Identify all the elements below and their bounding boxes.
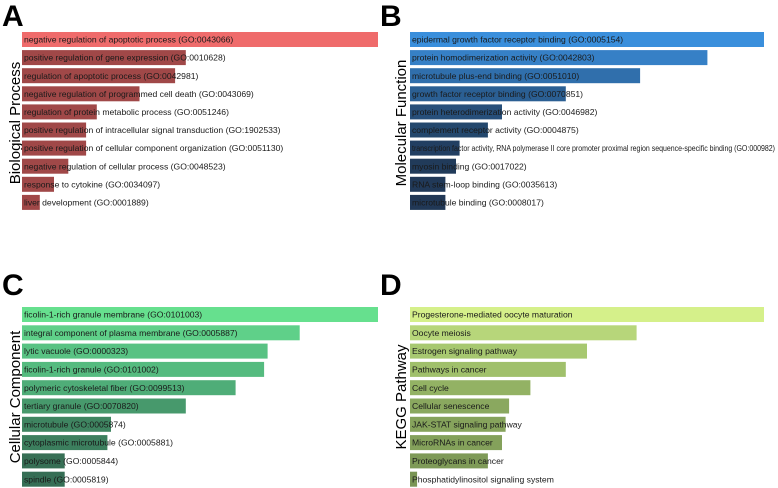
bar-kegg-2: [410, 325, 637, 341]
bar-kegg-10: [410, 471, 418, 487]
bar-label-bp-3: regulation of apoptotic process (GO:0042…: [24, 71, 199, 81]
bar-label-kegg-5: Cell cycle: [412, 383, 449, 393]
bar-label-bp-4: negative regulation of programmed cell d…: [24, 89, 254, 99]
bar-kegg-6: [410, 398, 510, 414]
bar-cc-8: [22, 435, 108, 451]
bar-mf-8: [410, 158, 456, 174]
panel-letter-a: A: [2, 0, 24, 33]
bar-label-cc-7: microtubule (GO:0005874): [24, 419, 126, 429]
bar-kegg-7: [410, 416, 506, 432]
panel-cellular-component: C Cellular Component ficolin-1-rich gran…: [2, 269, 378, 487]
bar-label-bp-1: negative regulation of apoptotic process…: [24, 35, 233, 45]
bar-label-mf-3: microtubule plus-end binding (GO:0051010…: [412, 71, 579, 81]
bar-bp-3: [22, 68, 176, 84]
bar-bp-8: [22, 158, 69, 174]
bar-bp-9: [22, 176, 54, 192]
bars-kegg-pathway: Progesterone-mediated oocyte maturation O…: [410, 307, 764, 487]
panel-kegg-pathway: D KEGG Pathway Progesterone-mediated ooc…: [380, 269, 764, 487]
bars-molecular-function: epidermal growth factor receptor binding…: [410, 32, 775, 210]
ylabel-cellular-component: Cellular Component: [7, 330, 24, 463]
panel-molecular-function: B Molecular Function epidermal growth fa…: [380, 0, 775, 210]
bars-biological-process: negative regulation of apoptotic process…: [22, 32, 378, 210]
bar-kegg-5: [410, 380, 531, 396]
bar-label-mf-6: complement receptor activity (GO:0004875…: [412, 125, 579, 135]
bar-cc-6: [22, 398, 186, 414]
bar-label-bp-10: liver development (GO:0001889): [24, 198, 149, 208]
bar-label-bp-6: positive regulation of intracellular sig…: [24, 125, 281, 135]
bar-mf-6: [410, 122, 488, 138]
bar-bp-2: [22, 50, 186, 66]
bar-mf-5: [410, 104, 502, 120]
bar-cc-2: [22, 325, 300, 341]
bar-bp-1: [22, 32, 378, 47]
bar-cc-3: [22, 343, 268, 359]
bar-kegg-1: [410, 307, 764, 322]
bar-kegg-8: [410, 435, 502, 451]
bar-label-cc-2: integral component of plasma membrane (G…: [24, 328, 238, 338]
bar-label-cc-3: lytic vacuole (GO:0000323): [24, 346, 128, 356]
bar-label-bp-7: positive regulation of cellular componen…: [24, 143, 283, 153]
bar-label-bp-9: response to cytokine (GO:0034097): [24, 179, 160, 189]
bar-label-mf-1: epidermal growth factor receptor binding…: [412, 35, 623, 45]
bar-mf-3: [410, 68, 641, 84]
bar-cc-5: [22, 380, 236, 396]
bar-label-mf-4: growth factor receptor binding (GO:00708…: [412, 89, 583, 99]
bar-label-kegg-9: Proteoglycans in cancer: [412, 456, 504, 466]
ylabel-molecular-function: Molecular Function: [393, 60, 410, 187]
panel-biological-process: A Biological Process negative regulation…: [2, 0, 378, 210]
bar-label-kegg-1: Progesterone-mediated oocyte maturation: [412, 310, 573, 320]
bar-label-kegg-3: Estrogen signaling pathway: [412, 346, 518, 356]
bar-label-kegg-2: Oocyte meiosis: [412, 328, 471, 338]
bar-cc-10: [22, 471, 65, 487]
bar-label-mf-9: RNA stem-loop binding (GO:0035613): [412, 179, 557, 189]
bar-cc-4: [22, 361, 265, 377]
ylabel-kegg-pathway: KEGG Pathway: [393, 344, 410, 450]
bar-kegg-9: [410, 453, 488, 469]
bar-label-cc-4: ficolin-1-rich granule (GO:0101002): [24, 365, 159, 375]
bar-label-kegg-6: Cellular senescence: [412, 401, 490, 411]
bar-bp-6: [22, 122, 87, 138]
bar-kegg-3: [410, 343, 587, 359]
bar-label-bp-5: regulation of protein metabolic process …: [24, 107, 229, 117]
bar-label-mf-5: protein heterodimerization activity (GO:…: [412, 107, 597, 117]
bar-mf-9: [410, 176, 446, 192]
bar-label-cc-5: polymeric cytoskeletal fiber (GO:0099513…: [24, 383, 185, 393]
bar-mf-7: [410, 140, 460, 156]
bar-bp-10: [22, 194, 40, 210]
bar-label-cc-8: cytoplasmic microtubule (GO:0005881): [24, 438, 173, 448]
bar-mf-1: [410, 32, 764, 47]
bar-bp-5: [22, 104, 97, 120]
bar-bp-4: [22, 86, 140, 102]
panel-letter-b: B: [380, 0, 402, 33]
bar-label-cc-1: ficolin-1-rich granule membrane (GO:0101…: [24, 310, 202, 320]
panel-letter-d: D: [380, 269, 402, 302]
bar-kegg-4: [410, 361, 566, 377]
bar-label-mf-8: myosin binding (GO:0017022): [412, 161, 527, 171]
bar-label-mf-7: transcription factor activity, RNA polym…: [412, 143, 775, 153]
bar-cc-7: [22, 416, 111, 432]
bar-label-cc-9: polysome (GO:0005844): [24, 456, 118, 466]
bar-label-kegg-8: MicroRNAs in cancer: [412, 438, 493, 448]
bar-mf-10: [410, 194, 446, 210]
bar-label-mf-2: protein homodimerization activity (GO:00…: [412, 53, 595, 63]
bar-cc-1: [22, 307, 378, 322]
ylabel-biological-process: Biological Process: [7, 62, 24, 185]
bar-label-kegg-4: Pathways in cancer: [412, 365, 487, 375]
bar-label-cc-6: tertiary granule (GO:0070820): [24, 401, 139, 411]
bars-cellular-component: ficolin-1-rich granule membrane (GO:0101…: [22, 307, 378, 487]
bar-label-mf-10: microtubule binding (GO:0008017): [412, 198, 544, 208]
bar-mf-4: [410, 86, 566, 102]
bar-label-bp-2: positive regulation of gene expression (…: [24, 53, 226, 63]
panel-letter-c: C: [2, 269, 24, 302]
bar-label-cc-10: spindle (GO:0005819): [24, 474, 109, 484]
bar-mf-2: [410, 50, 708, 66]
bar-label-kegg-10: Phosphatidylinositol signaling system: [412, 474, 554, 484]
bar-cc-9: [22, 453, 65, 469]
bar-label-bp-8: negative regulation of cellular process …: [24, 161, 226, 171]
bar-bp-7: [22, 140, 87, 156]
bar-label-kegg-7: JAK-STAT signaling pathway: [412, 419, 523, 429]
